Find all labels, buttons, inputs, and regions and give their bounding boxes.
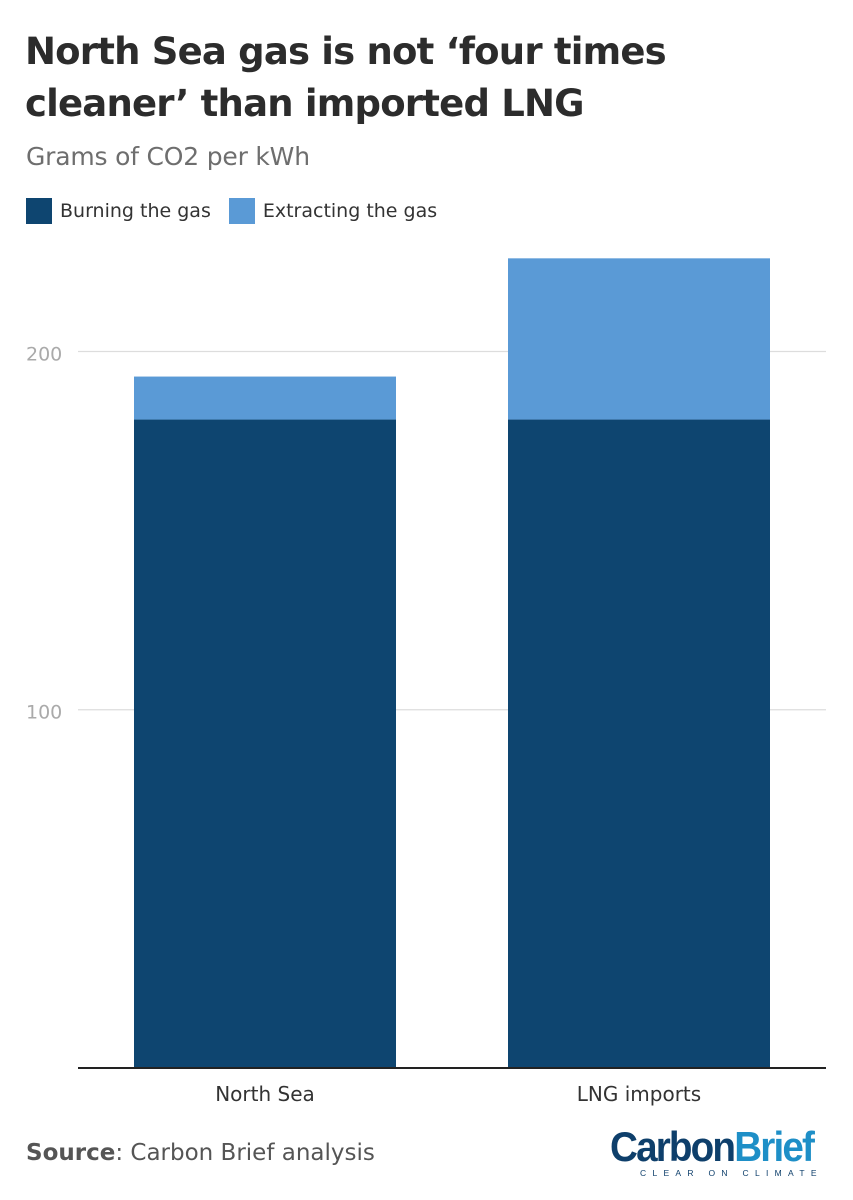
chart-subtitle: Grams of CO2 per kWh — [26, 142, 310, 171]
chart-title: North Sea gas is not ‘four times cleaner… — [25, 30, 667, 125]
legend: Burning the gas Extracting the gas — [26, 196, 455, 226]
logo-carbon-text: Carbon — [610, 1123, 736, 1170]
source-note: Source: Carbon Brief analysis — [26, 1140, 375, 1166]
legend-label-burning: Burning the gas — [60, 200, 211, 222]
bar-north-sea-burning — [134, 419, 396, 1068]
legend-item-burning: Burning the gas — [26, 198, 211, 224]
bar-lng-imports-burning — [508, 419, 770, 1068]
legend-swatch-extracting — [228, 198, 255, 224]
y-tick-label-200: 200 — [26, 343, 62, 365]
bar-lng-imports-extracting — [508, 258, 770, 420]
source-text: : Carbon Brief analysis — [115, 1140, 375, 1166]
x-tick-label-lng-imports: LNG imports — [577, 1082, 701, 1106]
bar-north-sea-extracting — [134, 376, 396, 420]
legend-swatch-burning — [26, 198, 52, 224]
logo-brief-text: Brief — [734, 1123, 815, 1170]
legend-item-extracting: Extracting the gas — [228, 198, 438, 224]
source-label: Source — [26, 1140, 116, 1166]
x-tick-label-north-sea: North Sea — [215, 1082, 315, 1106]
logo-tagline: CLEAR ON CLIMATE — [640, 1168, 823, 1178]
stacked-bar-chart: 100 200 North Sea LNG imports — [26, 258, 826, 1106]
carbon-brief-logo: CarbonBrief CLEAR ON CLIMATE — [610, 1124, 828, 1188]
legend-label-extracting: Extracting the gas — [262, 200, 438, 222]
y-tick-label-100: 100 — [26, 702, 62, 724]
